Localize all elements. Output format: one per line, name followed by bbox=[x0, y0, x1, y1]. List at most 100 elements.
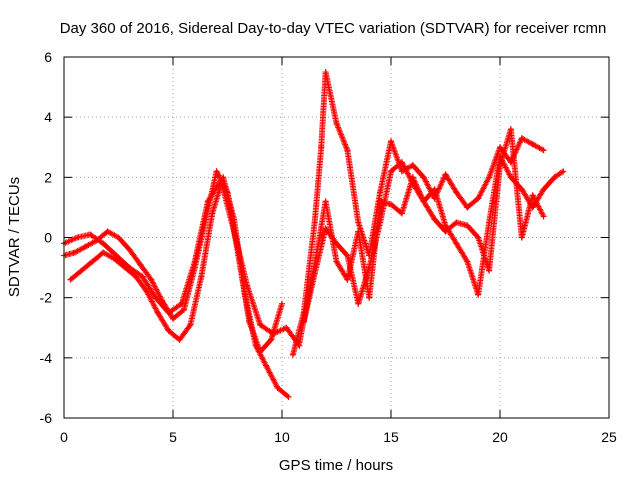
data-point bbox=[398, 168, 405, 175]
data-point bbox=[377, 198, 384, 205]
data-point bbox=[486, 219, 493, 226]
series-arc-6 bbox=[300, 126, 547, 325]
data-point bbox=[104, 228, 111, 235]
x-tick-label: 10 bbox=[274, 429, 290, 445]
data-point bbox=[431, 186, 438, 193]
data-point bbox=[274, 384, 281, 391]
series-arc-2 bbox=[67, 174, 292, 400]
data-point bbox=[388, 138, 394, 145]
data-point bbox=[377, 189, 384, 196]
data-point bbox=[333, 240, 340, 247]
data-point bbox=[285, 393, 292, 400]
x-axis-label: GPS time / hours bbox=[279, 457, 393, 474]
data-point bbox=[111, 255, 118, 262]
data-point bbox=[409, 180, 416, 187]
data-point bbox=[180, 306, 187, 313]
data-point bbox=[442, 228, 449, 235]
data-point bbox=[497, 144, 503, 151]
chart-title: Day 360 of 2016, Sidereal Day-to-day VTE… bbox=[60, 20, 607, 37]
data-point bbox=[71, 249, 78, 256]
data-point bbox=[475, 291, 482, 298]
data-point bbox=[74, 234, 81, 241]
data-point bbox=[344, 276, 351, 283]
data-point bbox=[453, 219, 460, 226]
data-point bbox=[213, 168, 220, 175]
data-point bbox=[270, 330, 277, 337]
data-point bbox=[540, 213, 547, 220]
data-point bbox=[560, 168, 567, 175]
data-point bbox=[217, 177, 224, 184]
data-point bbox=[551, 174, 558, 181]
data-point bbox=[300, 318, 307, 325]
data-point bbox=[165, 327, 172, 334]
data-point bbox=[464, 258, 471, 265]
data-point bbox=[296, 339, 303, 346]
data-point bbox=[355, 228, 362, 235]
data-point bbox=[344, 147, 351, 154]
data-point bbox=[529, 192, 536, 199]
data-point bbox=[366, 264, 373, 271]
data-point bbox=[100, 240, 107, 247]
y-tick-label: 2 bbox=[44, 169, 52, 185]
data-point bbox=[289, 351, 296, 358]
data-point bbox=[126, 264, 133, 271]
x-tick-label: 20 bbox=[492, 429, 508, 445]
data-point bbox=[209, 210, 216, 217]
data-point bbox=[67, 276, 74, 283]
data-point bbox=[464, 222, 471, 229]
data-point bbox=[333, 120, 340, 127]
y-tick-label: -4 bbox=[40, 350, 53, 366]
data-point bbox=[143, 288, 150, 295]
data-point bbox=[540, 147, 547, 154]
y-tick-label: 4 bbox=[44, 109, 52, 125]
data-point bbox=[366, 294, 373, 301]
y-tick-label: -6 bbox=[40, 410, 53, 426]
data-point bbox=[126, 246, 133, 253]
data-points bbox=[61, 69, 567, 400]
data-point bbox=[204, 198, 211, 205]
series-arc-4 bbox=[289, 69, 547, 358]
data-point bbox=[152, 294, 159, 301]
data-point bbox=[139, 273, 146, 280]
data-point bbox=[497, 162, 503, 169]
data-point bbox=[431, 216, 438, 223]
data-point bbox=[178, 300, 185, 307]
data-point bbox=[191, 258, 198, 265]
data-point bbox=[540, 186, 547, 193]
data-point bbox=[333, 258, 340, 265]
axis-ticks: 0 5 10 15 20 25 -6 -4 -2 0 2 4 6 bbox=[40, 49, 617, 445]
y-tick-label: 6 bbox=[44, 49, 52, 65]
y-axis-label: SDTVAR / TECUs bbox=[6, 177, 23, 297]
y-tick-label: -2 bbox=[40, 290, 53, 306]
data-point bbox=[148, 276, 155, 283]
data-point bbox=[529, 141, 536, 148]
data-point bbox=[464, 204, 471, 211]
data-point bbox=[377, 219, 384, 226]
data-point bbox=[78, 267, 85, 274]
data-point bbox=[241, 291, 248, 298]
data-point bbox=[388, 201, 394, 208]
x-tick-label: 0 bbox=[60, 429, 68, 445]
data-point bbox=[475, 195, 482, 202]
data-point bbox=[453, 240, 460, 247]
data-point bbox=[311, 219, 318, 226]
data-point bbox=[252, 342, 259, 349]
data-point bbox=[322, 198, 329, 205]
data-point bbox=[257, 321, 264, 328]
data-point bbox=[475, 234, 482, 241]
data-point bbox=[279, 300, 285, 307]
data-point bbox=[137, 261, 144, 268]
x-tick-label: 5 bbox=[169, 429, 177, 445]
data-point bbox=[420, 174, 427, 181]
data-point bbox=[344, 252, 351, 259]
data-point bbox=[518, 186, 525, 193]
data-point bbox=[420, 198, 427, 205]
data-point bbox=[398, 210, 405, 217]
data-point bbox=[518, 135, 525, 142]
data-point bbox=[244, 282, 251, 289]
data-point bbox=[355, 300, 362, 307]
data-point bbox=[115, 234, 122, 241]
data-point bbox=[187, 321, 194, 328]
x-tick-label: 25 bbox=[601, 429, 617, 445]
